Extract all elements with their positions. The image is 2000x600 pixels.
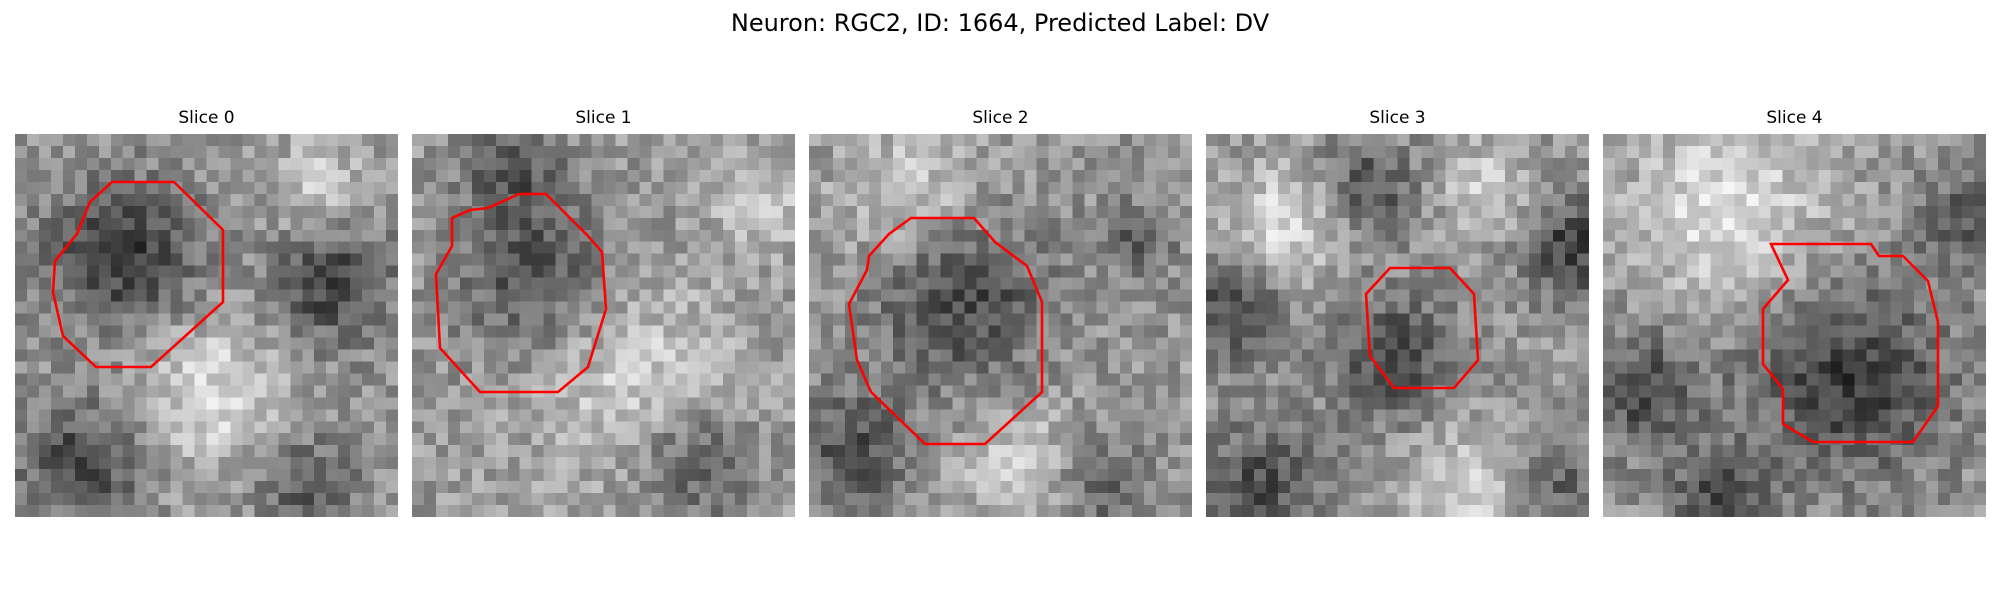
slice-title: Slice 2 <box>972 108 1029 128</box>
grayscale-slice-image <box>809 134 1192 517</box>
slice-panel-4: Slice 4 <box>1603 106 1986 517</box>
slice-panel-3: Slice 3 <box>1206 106 1589 517</box>
slice-title: Slice 1 <box>575 108 632 128</box>
figure-title: Neuron: RGC2, ID: 1664, Predicted Label:… <box>730 9 1270 37</box>
grayscale-slice-image <box>1206 134 1589 517</box>
slice-panel-1: Slice 1 <box>412 106 795 517</box>
slice-title: Slice 0 <box>178 108 235 128</box>
slice-title: Slice 4 <box>1766 108 1823 128</box>
slice-panel-0: Slice 0 <box>15 106 398 517</box>
slice-title: Slice 3 <box>1369 108 1426 128</box>
slice-panel-2: Slice 2 <box>809 106 1192 517</box>
grayscale-slice-image <box>412 134 795 517</box>
grayscale-slice-image <box>15 134 398 517</box>
grayscale-slice-image <box>1603 134 1986 517</box>
